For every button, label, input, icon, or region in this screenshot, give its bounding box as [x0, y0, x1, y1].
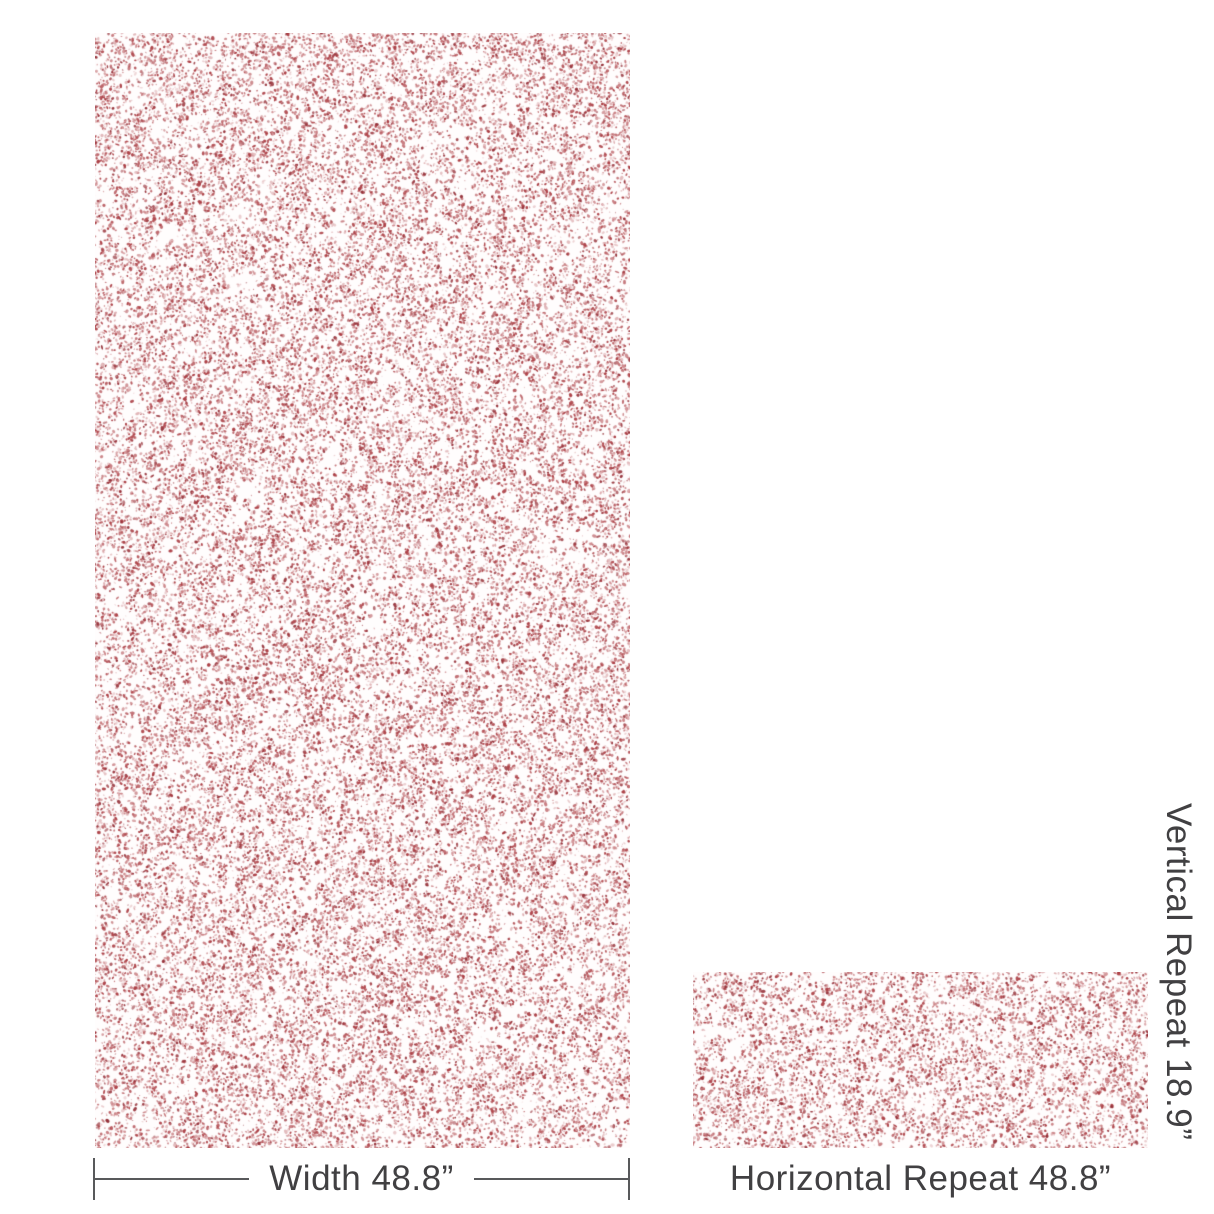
dimension-line-right	[473, 1178, 628, 1180]
dimension-end-tick-right	[628, 1158, 630, 1200]
width-dimension-annotation: Width 48.8”	[93, 1157, 630, 1201]
width-label: Width 48.8”	[269, 1159, 454, 1198]
wallpaper-repeat-tile-swatch	[693, 972, 1148, 1148]
wallpaper-full-width-swatch	[95, 33, 630, 1148]
dimension-line-left	[95, 1178, 250, 1180]
vertical-repeat-label: Vertical Repeat 18.9”	[1159, 803, 1198, 1141]
dimension-end-tick-left	[93, 1158, 95, 1200]
horizontal-repeat-label: Horizontal Repeat 48.8”	[729, 1159, 1112, 1198]
